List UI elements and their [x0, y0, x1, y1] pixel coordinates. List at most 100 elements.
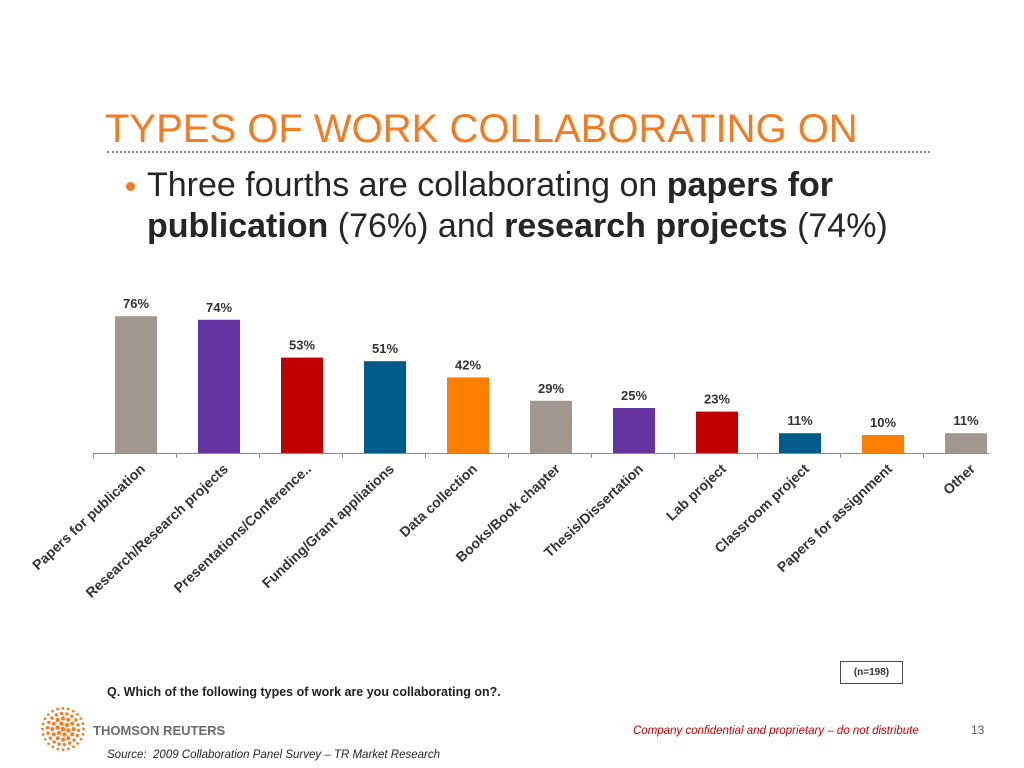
logo-dot [66, 707, 70, 711]
data-labels-group: 76% 74% 53% 51% 42% 29% 25% 23% 11% 10% 11% [123, 296, 979, 430]
logo-dot [67, 741, 72, 745]
confidential-notice: Company confidential and proprietary – d… [633, 725, 919, 737]
bullet-text-regular: (76%) and [337, 207, 495, 245]
logo-dot [60, 716, 65, 721]
data-label-other: 11% [953, 413, 979, 428]
logo-dot [81, 732, 85, 736]
bar-papers-for-publication [115, 316, 157, 453]
logo-dot [57, 742, 61, 746]
logo-dot [72, 738, 76, 742]
logo-wordmark: THOMSON REUTERS [93, 723, 226, 738]
category-label-presentations-conference: Presentations/Conference.. [171, 460, 314, 595]
data-label-papers-for-assignment: 10% [870, 415, 896, 430]
logo-dot [71, 726, 76, 731]
logo-dot [74, 718, 78, 722]
logo-dot [56, 707, 59, 711]
data-label-papers-for-publication: 76% [123, 296, 149, 311]
data-label-lab-project: 23% [704, 392, 730, 407]
logo-dot [65, 712, 69, 716]
logo-dot [41, 722, 45, 726]
logo-dot [79, 717, 83, 720]
bar-data-collection [447, 377, 489, 453]
logo-dot [61, 737, 66, 742]
category-labels-group: Papers for publicationResearch/Research … [29, 460, 978, 601]
logo-dot [70, 721, 75, 726]
bullet-point: Three fourths are collaborating on paper… [147, 165, 888, 247]
logo-dot [66, 728, 71, 733]
logo-dot [50, 716, 54, 720]
logo-dot [64, 722, 70, 728]
category-label-data-collection: Data collection [396, 460, 480, 540]
source-note: Source: 2009 Collaboration Panel Survey … [107, 749, 441, 761]
data-label-funding-grant-appliations: 51% [372, 341, 398, 356]
data-label-presentations-conference: 53% [289, 338, 315, 353]
bullet-text-regular: (74%) [797, 207, 888, 245]
logo-dot [66, 717, 71, 722]
logo-dot [51, 745, 55, 749]
logo-dot [55, 717, 60, 722]
bullet-line-2: publication (76%) and research projects … [147, 206, 888, 247]
logo-dot [46, 731, 50, 735]
page-number: 13 [971, 723, 985, 737]
bar-research-research-projects [198, 319, 240, 453]
bar-presentations-conference [281, 357, 323, 453]
logo-dot [52, 740, 56, 744]
sample-size-box: (n=198) [840, 661, 903, 684]
logo-dot [81, 722, 85, 725]
x-axis-ticks [93, 453, 924, 458]
slide-title: TYPES OF WORK COLLABORATING ON [105, 107, 858, 151]
bullet-text-bold: papers for [666, 166, 834, 204]
logo-dot [67, 747, 70, 751]
logo-dot [76, 742, 80, 745]
logo-dot [76, 723, 80, 727]
bullet-line-1: Three fourths are collaborating on paper… [147, 165, 888, 206]
logo-dot [59, 721, 64, 726]
logo-dot [54, 713, 59, 717]
bullet-text-bold: research projects [504, 207, 788, 245]
logo-dot [76, 712, 79, 716]
logo-dot [45, 726, 50, 730]
logo-dot [43, 738, 47, 741]
logo-dot [41, 733, 45, 736]
bullet-text-bold: publication [147, 207, 329, 245]
thomson-reuters-logo-icon [41, 707, 85, 751]
logo-dot [56, 747, 60, 751]
bullet-dot-icon [126, 182, 135, 191]
data-label-classroom-project: 11% [787, 413, 813, 428]
survey-question: Q. Which of the following types of work … [107, 685, 501, 699]
logo-dot [41, 727, 44, 731]
bar-classroom-project [779, 433, 821, 453]
logo-dot [51, 709, 54, 713]
logo-dot [72, 745, 75, 749]
bar-other [945, 433, 987, 453]
bars-group [115, 316, 987, 453]
logo-dot [62, 732, 67, 737]
logo-dot [79, 737, 83, 741]
logo-dot [50, 727, 55, 732]
logo-dot [56, 730, 62, 736]
bar-lab-project [696, 411, 738, 453]
data-label-books-book-chapter: 29% [538, 381, 564, 396]
logo-dot [59, 711, 64, 716]
bar-books-book-chapter [530, 400, 572, 453]
logo-dot [51, 732, 56, 737]
data-label-thesis-dissertation: 25% [621, 388, 647, 403]
data-label-data-collection: 42% [455, 357, 481, 372]
logo-dot [70, 714, 74, 718]
logo-dot [55, 725, 60, 730]
logo-dot [61, 707, 65, 710]
logo-dot [47, 742, 50, 746]
logo-dot [62, 742, 67, 747]
logo-dot [75, 733, 79, 738]
data-label-research-research-projects: 74% [206, 300, 232, 315]
bar-funding-grant-appliations [364, 361, 406, 453]
logo-dot [55, 736, 60, 741]
title-dotted-rule [107, 151, 930, 153]
logo-dot [51, 721, 56, 726]
logo-dot [46, 713, 50, 716]
logo-dot [43, 717, 47, 721]
category-label-funding-grant-appliations: Funding/Grant appliations [259, 460, 397, 591]
category-label-other: Other [940, 460, 979, 498]
logo-dot [60, 726, 66, 732]
